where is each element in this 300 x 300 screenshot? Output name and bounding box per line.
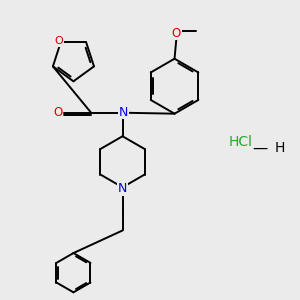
Text: HCl: HCl [228, 135, 252, 149]
Text: N: N [119, 106, 128, 119]
Text: O: O [54, 36, 63, 46]
Text: H: H [274, 141, 285, 155]
Text: O: O [53, 106, 62, 119]
Text: N: N [118, 182, 127, 195]
Text: O: O [172, 27, 181, 40]
Text: —: — [252, 140, 268, 155]
